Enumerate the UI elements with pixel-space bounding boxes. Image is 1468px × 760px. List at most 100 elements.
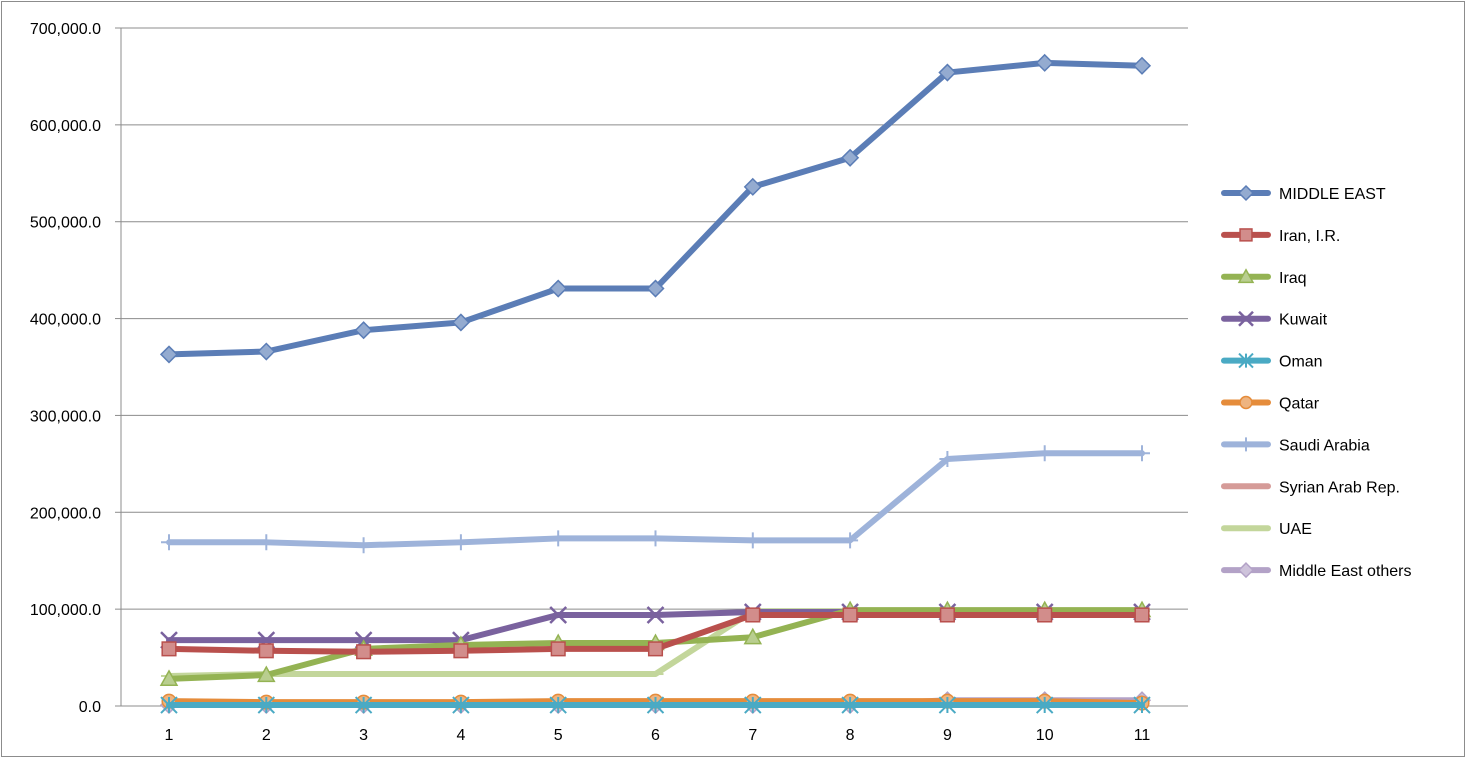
y-tick-label: 100,000.0 (30, 602, 101, 619)
x-tick-label: 8 (846, 727, 855, 744)
data-point (354, 321, 373, 340)
data-point (1239, 228, 1253, 242)
data-point (549, 606, 568, 624)
x-tick-label: 6 (651, 727, 660, 744)
data-point (159, 669, 179, 687)
data-point (939, 607, 955, 623)
data-point (1237, 268, 1255, 284)
data-point (841, 148, 860, 167)
data-point (743, 177, 762, 196)
data-point (161, 534, 177, 551)
x-tick-label: 2 (262, 727, 271, 744)
data-point (842, 532, 859, 549)
legend-label: Iran, I.R. (1279, 228, 1340, 245)
data-point (1133, 696, 1151, 714)
data-point (1238, 310, 1254, 327)
data-point (1239, 437, 1253, 452)
x-tick-label: 7 (748, 727, 757, 744)
data-point (258, 534, 275, 551)
data-point (1239, 395, 1253, 410)
data-point (842, 607, 858, 623)
data-point (452, 534, 469, 551)
legend-item: Oman (1221, 352, 1323, 371)
data-point (938, 696, 957, 714)
data-point (1037, 607, 1053, 623)
data-point (159, 345, 179, 364)
data-point (452, 696, 470, 714)
legend-label: Iraq (1279, 270, 1307, 287)
legend-item: UAE (1221, 521, 1312, 538)
data-point (1237, 184, 1255, 202)
data-point (550, 530, 567, 547)
x-axis-tick-labels: 1 2 3 4 5 6 7 8 9 10 11 (165, 727, 1151, 744)
data-point (453, 643, 469, 659)
data-point (354, 696, 373, 714)
data-point (258, 643, 274, 659)
y-tick-label: 300,000.0 (30, 408, 101, 425)
data-point (646, 279, 665, 298)
data-point (257, 665, 276, 683)
gridlines (121, 27, 1188, 610)
legend-label: Syrian Arab Rep. (1279, 479, 1400, 496)
data-point (257, 696, 276, 714)
data-point (647, 530, 664, 547)
data-point (646, 696, 665, 714)
data-point (1035, 53, 1054, 72)
data-point (938, 63, 957, 82)
series-saudi-arabia (161, 445, 1150, 554)
data-point (744, 696, 762, 714)
legend-label: UAE (1279, 521, 1312, 538)
series-iran-i-r (161, 607, 1150, 660)
legend-item: MIDDLE EAST (1221, 184, 1386, 203)
legend-item: Middle East others (1221, 562, 1412, 580)
data-point (743, 627, 763, 645)
data-point (1238, 352, 1254, 369)
y-tick-label: 200,000.0 (30, 505, 101, 522)
series-line (166, 59, 1145, 358)
data-point (355, 537, 372, 554)
x-tick-label: 10 (1036, 727, 1054, 744)
series-lines (159, 53, 1152, 715)
data-point (1134, 445, 1150, 462)
data-point (744, 532, 761, 549)
y-tick-label: 500,000.0 (30, 215, 101, 232)
data-point (549, 696, 567, 714)
series-oman (160, 696, 1151, 714)
data-point (549, 279, 568, 298)
legend-label: Middle East others (1279, 563, 1412, 580)
data-point (1134, 607, 1150, 623)
data-point (647, 641, 664, 657)
legend-item: Qatar (1221, 395, 1320, 413)
data-point (646, 606, 665, 624)
data-point (1036, 445, 1053, 462)
legend-item: Iraq (1221, 268, 1307, 287)
legend: MIDDLE EAST Iran, I.R. Iraq Kuwait Oman Qatar… (1221, 184, 1412, 580)
x-tick-label: 1 (165, 727, 174, 744)
legend-item: Iran, I.R. (1221, 228, 1340, 245)
y-axis-tick-labels: 0.0 100,000.0 200,000.0 300,000.0 400,000.0 5… (30, 21, 101, 716)
data-point (1237, 562, 1255, 579)
legend-item: Saudi Arabia (1221, 437, 1370, 454)
legend-label: Oman (1279, 354, 1323, 371)
y-tick-label: 0.0 (79, 699, 101, 716)
y-tick-label: 700,000.0 (30, 21, 101, 38)
data-point (939, 451, 956, 468)
x-tick-label: 3 (359, 727, 368, 744)
legend-item: Kuwait (1221, 310, 1328, 329)
legend-label: Qatar (1279, 396, 1320, 413)
data-point (1035, 696, 1054, 714)
x-tick-label: 5 (554, 727, 563, 744)
data-point (550, 641, 566, 657)
data-point (841, 696, 859, 714)
data-point (356, 644, 372, 660)
data-point (745, 607, 761, 623)
legend-label: Saudi Arabia (1279, 437, 1370, 454)
y-tick-label: 600,000.0 (30, 118, 101, 135)
x-tick-label: 11 (1134, 727, 1151, 744)
data-point (160, 696, 178, 714)
legend-label: Kuwait (1279, 312, 1328, 329)
series-middle-east (159, 53, 1152, 364)
data-point (257, 342, 276, 361)
